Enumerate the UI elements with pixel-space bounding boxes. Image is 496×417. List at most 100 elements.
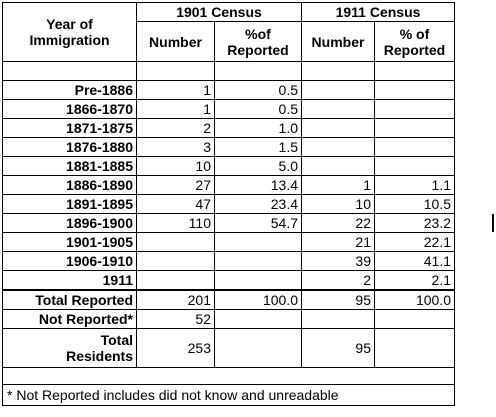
year-range-label: 1886-1890 <box>2 175 137 195</box>
number-1911: 39 <box>301 251 375 271</box>
total-residents-number-1911: 95 <box>301 328 375 368</box>
empty-cell <box>214 328 302 368</box>
pct-reported-1911 <box>374 80 455 100</box>
number-1901-header: Number <box>136 21 215 62</box>
table-row: 1886-1890 27 13.4 1 1.1 <box>2 175 455 195</box>
number-1901: 1 <box>136 80 215 100</box>
pct-reported-1911: 2.1 <box>374 270 455 291</box>
number-1911: 10 <box>301 194 375 214</box>
year-range-label: 1906-1910 <box>2 251 137 271</box>
number-1911 <box>301 118 375 138</box>
pct-reported-1901 <box>214 270 302 291</box>
table-row: 1906-1910 39 41.1 <box>2 251 455 271</box>
number-1901: 2 <box>136 118 215 138</box>
total-reported-row: Total Reported 201 100.0 95 100.0 <box>2 289 455 310</box>
year-of-immigration-header: Year of Immigration <box>2 2 137 62</box>
year-range-label: 1871-1875 <box>2 118 137 138</box>
number-1911: 1 <box>301 175 375 195</box>
table-row: 1881-1885 10 5.0 <box>2 156 455 176</box>
pct-reported-1911-header: % of Reported <box>374 21 455 62</box>
number-1901: 110 <box>136 213 215 233</box>
spacer-cell <box>214 61 302 81</box>
year-range-label: 1901-1905 <box>2 232 137 252</box>
year-range-label: 1881-1885 <box>2 156 137 176</box>
number-1911: 22 <box>301 213 375 233</box>
pct-reported-1901 <box>214 232 302 252</box>
pct-reported-1911: 41.1 <box>374 251 455 271</box>
total-reported-pct-1901: 100.0 <box>214 289 302 310</box>
spacer-row <box>2 367 455 385</box>
number-1901 <box>136 232 215 252</box>
total-residents-cell: Total Residents <box>2 328 137 368</box>
total-reported-number-1901: 201 <box>136 289 215 310</box>
total-reported-pct-1911: 100.0 <box>374 289 455 310</box>
pct-reported-1901: 0.5 <box>214 80 302 100</box>
spacer-cell <box>2 367 455 385</box>
pct-reported-1901: 1.0 <box>214 118 302 138</box>
pct-reported-1911: 1.1 <box>374 175 455 195</box>
number-1901: 10 <box>136 156 215 176</box>
pct-reported-1911: 10.5 <box>374 194 455 214</box>
pct-reported-1901-label: %of Reported <box>227 25 289 58</box>
total-residents-number-1901: 253 <box>136 328 215 368</box>
pct-reported-1901-header: %of Reported <box>214 21 302 62</box>
year-range-label: 1891-1895 <box>2 194 137 214</box>
not-reported-label: Not Reported* <box>2 309 137 329</box>
table-row: 1896-1900 110 54.7 22 23.2 <box>2 213 455 233</box>
spacer-cell <box>301 61 375 81</box>
year-range-label: 1911 <box>2 270 137 291</box>
immigration-census-table: Year of Immigration 1901 Census 1911 Cen… <box>2 2 455 406</box>
pct-reported-1911: 23.2 <box>374 213 455 233</box>
empty-cell <box>374 328 455 368</box>
totals-section: Total Reported 201 100.0 95 100.0 Not Re… <box>2 289 455 406</box>
number-1901: 3 <box>136 137 215 157</box>
number-1911: 2 <box>301 270 375 291</box>
pct-reported-1911: 22.1 <box>374 232 455 252</box>
table-row: 1911 2 2.1 <box>2 270 455 291</box>
total-residents-row: Total Residents 253 95 <box>2 328 455 368</box>
empty-cell <box>374 309 455 329</box>
spacer-cell <box>136 61 215 81</box>
pct-reported-1901: 23.4 <box>214 194 302 214</box>
pct-reported-1911 <box>374 137 455 157</box>
census-1901-header: 1901 Census <box>136 2 302 22</box>
pct-reported-1901 <box>214 251 302 271</box>
pct-reported-1901: 0.5 <box>214 99 302 119</box>
year-range-label: Pre-1886 <box>2 80 137 100</box>
number-1901: 47 <box>136 194 215 214</box>
table-row: 1901-1905 21 22.1 <box>2 232 455 252</box>
table-body: Year of Immigration 1901 Census 1911 Cen… <box>2 2 455 81</box>
number-1911 <box>301 137 375 157</box>
table-row: 1871-1875 2 1.0 <box>2 118 455 138</box>
year-of-immigration-label: Year of Immigration <box>29 16 110 48</box>
footnote: * Not Reported includes did not know and… <box>2 384 455 406</box>
total-reported-label: Total Reported <box>2 289 137 310</box>
total-residents-label: Total Residents <box>66 332 133 364</box>
number-1901 <box>136 251 215 271</box>
year-range-label: 1876-1880 <box>2 137 137 157</box>
table-row: 1891-1895 47 23.4 10 10.5 <box>2 194 455 214</box>
census-1911-header: 1911 Census <box>301 2 455 22</box>
spacer-cell <box>374 61 455 81</box>
spacer-row <box>2 61 455 81</box>
number-1911-header: Number <box>301 21 375 62</box>
pct-reported-1911 <box>374 156 455 176</box>
empty-cell <box>214 309 302 329</box>
spacer-cell <box>2 61 137 81</box>
footnote-row: * Not Reported includes did not know and… <box>2 384 455 406</box>
pct-reported-1901: 1.5 <box>214 137 302 157</box>
pct-reported-1911-label: % of Reported <box>383 25 446 58</box>
pct-reported-1901: 5.0 <box>214 156 302 176</box>
pct-reported-1901: 13.4 <box>214 175 302 195</box>
pct-reported-1901: 54.7 <box>214 213 302 233</box>
number-1911 <box>301 99 375 119</box>
number-1901: 1 <box>136 99 215 119</box>
number-1901: 27 <box>136 175 215 195</box>
year-range-label: 1866-1870 <box>2 99 137 119</box>
table-row: Pre-1886 1 0.5 <box>2 80 455 100</box>
total-reported-number-1911: 95 <box>301 289 375 310</box>
pct-reported-1911 <box>374 118 455 138</box>
not-reported-number-1901: 52 <box>136 309 215 329</box>
table-row: 1866-1870 1 0.5 <box>2 99 455 119</box>
number-1911 <box>301 156 375 176</box>
